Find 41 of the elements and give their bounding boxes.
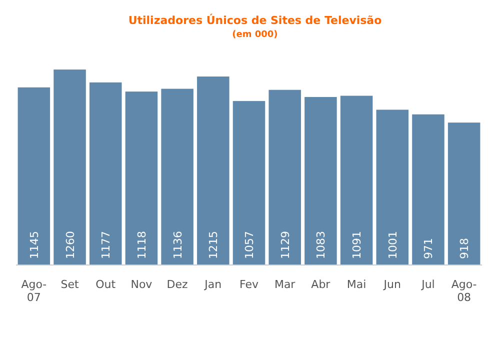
data-label: 1177 (100, 231, 113, 259)
bar (232, 101, 266, 265)
x-tick-label: Jul (420, 278, 435, 291)
x-tick-label: Out (96, 278, 116, 291)
x-tick-label: Nov (130, 278, 153, 291)
chart-subtitle: (em 000) (232, 30, 278, 40)
data-label: 1091 (350, 231, 364, 259)
bar (376, 110, 409, 265)
bar (161, 88, 194, 265)
bar (448, 122, 480, 265)
bar (304, 97, 337, 265)
bar (197, 76, 230, 265)
data-label: 1057 (243, 231, 256, 259)
bar (340, 96, 373, 265)
x-tick-label: Mar (274, 278, 296, 291)
bar (412, 114, 444, 265)
bar (89, 82, 122, 265)
data-label: 918 (458, 238, 472, 259)
x-tick-label: Mai (346, 278, 366, 291)
data-label: 1215 (207, 231, 220, 259)
x-tick-label: Jan (204, 278, 222, 291)
bar (54, 70, 86, 265)
x-tick-label: Ago-07 (21, 278, 47, 304)
data-label: 1145 (28, 231, 41, 259)
bar (125, 92, 158, 265)
x-tick-label: Dez (166, 278, 188, 291)
x-tick-label: Set (60, 278, 80, 291)
bar (18, 87, 50, 265)
x-tick-label: Ago-08 (451, 278, 477, 304)
data-label: 1136 (171, 231, 184, 259)
chart-title: Utilizadores Únicos de Sites de Televisão (128, 13, 382, 27)
data-label: 1118 (135, 231, 148, 259)
data-label: 971 (422, 238, 436, 259)
x-tick-label: Abr (311, 278, 331, 291)
data-label: 1083 (314, 231, 328, 259)
data-label: 1129 (278, 231, 292, 259)
x-tick-label: Fev (239, 278, 259, 291)
x-tick-label: Jun (382, 278, 402, 291)
data-label: 1260 (64, 231, 77, 259)
bar (268, 90, 301, 265)
data-label: 1001 (386, 231, 400, 259)
